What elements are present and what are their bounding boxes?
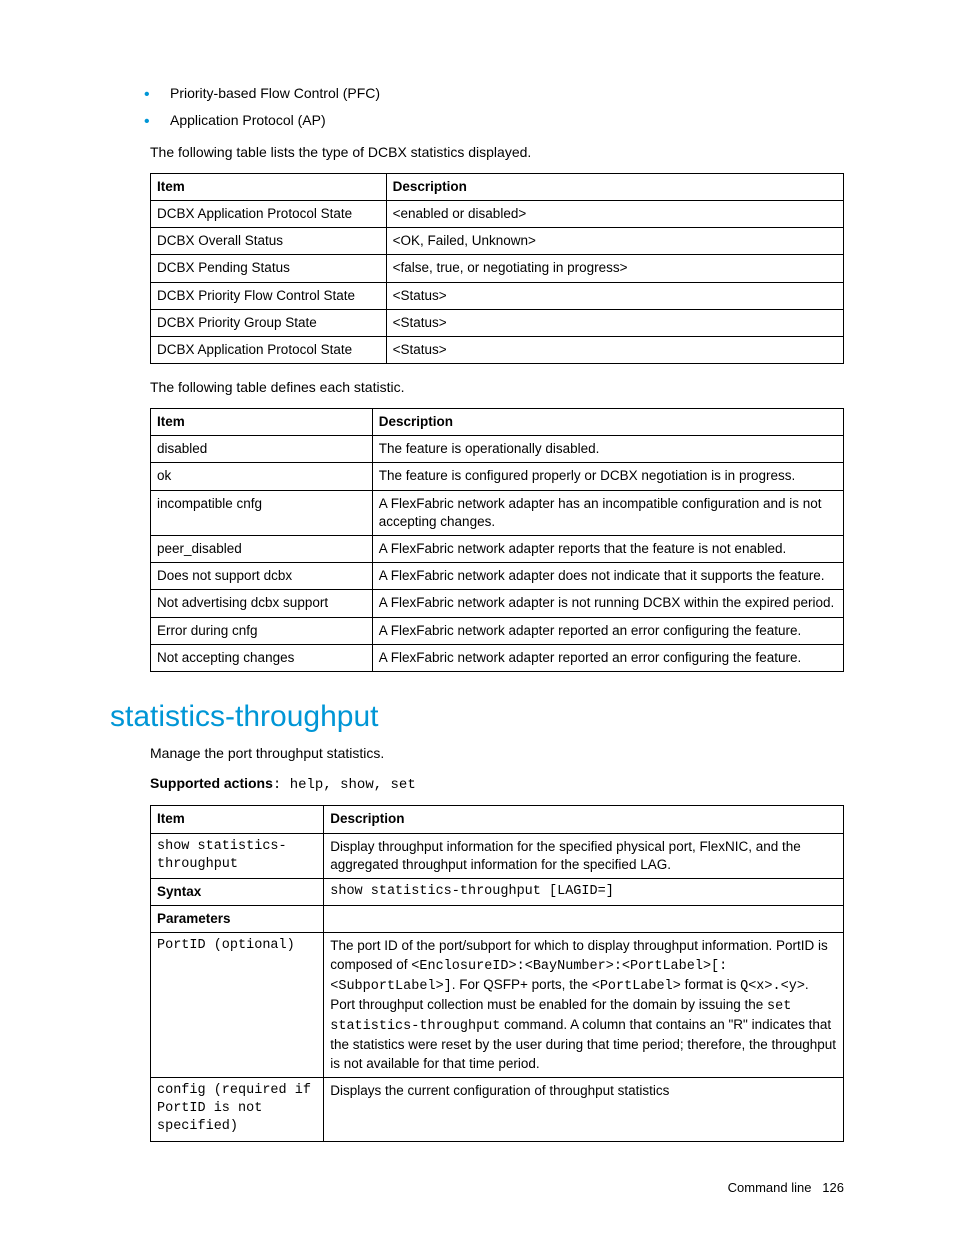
table-cell: DCBX Application Protocol State (151, 337, 387, 364)
table-cell: <enabled or disabled> (386, 201, 843, 228)
table-row: Not accepting changesA FlexFabric networ… (151, 644, 844, 671)
table-row: DCBX Application Protocol State<Status> (151, 337, 844, 364)
table-cell: The feature is configured properly or DC… (372, 463, 843, 490)
table-header: Description (386, 173, 843, 200)
table-header: Item (151, 806, 324, 833)
table-header-row: Item Description (151, 173, 844, 200)
table-cell: disabled (151, 436, 373, 463)
table-row: disabledThe feature is operationally dis… (151, 436, 844, 463)
page-footer: Command line 126 (728, 1180, 844, 1195)
table-cell: PortID (optional) (151, 933, 324, 1078)
table-cell: DCBX Priority Group State (151, 309, 387, 336)
table-row: Does not support dcbxA FlexFabric networ… (151, 563, 844, 590)
table-cell: Error during cnfg (151, 617, 373, 644)
table-cell: Displays the current configuration of th… (324, 1077, 844, 1141)
table-row: DCBX Priority Flow Control State<Status> (151, 282, 844, 309)
paragraph: The following table defines each statist… (150, 378, 844, 398)
table-row: config (required if PortID is not specif… (151, 1077, 844, 1141)
table-cell: peer_disabled (151, 536, 373, 563)
dcbx-statistics-table: Item Description DCBX Application Protoc… (150, 173, 844, 365)
table-row: Parameters (151, 906, 844, 933)
table-header: Description (324, 806, 844, 833)
table-cell: show statistics-throughput [LAGID=] (324, 878, 844, 905)
table-row: Not advertising dcbx supportA FlexFabric… (151, 590, 844, 617)
table-cell (324, 906, 844, 933)
bullet-list: Priority-based Flow Control (PFC) Applic… (110, 80, 844, 133)
supported-actions-list: : help, show, set (273, 777, 416, 793)
table-cell: incompatible cnfg (151, 490, 373, 535)
table-cell: <false, true, or negotiating in progress… (386, 255, 843, 282)
table-row: Syntaxshow statistics-throughput [LAGID=… (151, 878, 844, 905)
table-cell: A FlexFabric network adapter has an inco… (372, 490, 843, 535)
statistics-throughput-table: Item Description show statistics-through… (150, 805, 844, 1141)
paragraph: Manage the port throughput statistics. (150, 744, 844, 764)
table-cell: ok (151, 463, 373, 490)
table-cell: DCBX Application Protocol State (151, 201, 387, 228)
table-header: Item (151, 173, 387, 200)
table-row: Error during cnfgA FlexFabric network ad… (151, 617, 844, 644)
statistic-definitions-table: Item Description disabledThe feature is … (150, 408, 844, 672)
table-cell: DCBX Pending Status (151, 255, 387, 282)
table-cell: Parameters (151, 906, 324, 933)
supported-actions: Supported actions: help, show, set (150, 774, 844, 796)
table-row: peer_disabledA FlexFabric network adapte… (151, 536, 844, 563)
table-cell: The port ID of the port/subport for whic… (324, 933, 844, 1078)
table-cell: Does not support dcbx (151, 563, 373, 590)
table-row: DCBX Pending Status<false, true, or nego… (151, 255, 844, 282)
table-cell: DCBX Overall Status (151, 228, 387, 255)
table-row: DCBX Priority Group State<Status> (151, 309, 844, 336)
table-cell: A FlexFabric network adapter reported an… (372, 617, 843, 644)
table-cell: <Status> (386, 337, 843, 364)
table-cell: config (required if PortID is not specif… (151, 1077, 324, 1141)
table-cell: show statistics-throughput (151, 833, 324, 878)
table-row: DCBX Overall Status<OK, Failed, Unknown> (151, 228, 844, 255)
table-cell: A FlexFabric network adapter reported an… (372, 644, 843, 671)
table-row: incompatible cnfgA FlexFabric network ad… (151, 490, 844, 535)
table-cell: The feature is operationally disabled. (372, 436, 843, 463)
supported-actions-label: Supported actions (150, 775, 273, 791)
table-header: Description (372, 408, 843, 435)
footer-page-number: 126 (822, 1180, 844, 1195)
table-cell: <Status> (386, 309, 843, 336)
paragraph: The following table lists the type of DC… (150, 143, 844, 163)
bullet-item: Application Protocol (AP) (170, 107, 844, 134)
table-cell: A FlexFabric network adapter does not in… (372, 563, 843, 590)
table-cell: Not advertising dcbx support (151, 590, 373, 617)
table-cell: A FlexFabric network adapter is not runn… (372, 590, 843, 617)
table-row: show statistics-throughputDisplay throug… (151, 833, 844, 878)
table-row: okThe feature is configured properly or … (151, 463, 844, 490)
table-cell: <OK, Failed, Unknown> (386, 228, 843, 255)
table-cell: DCBX Priority Flow Control State (151, 282, 387, 309)
table-row: DCBX Application Protocol State<enabled … (151, 201, 844, 228)
table-cell: Display throughput information for the s… (324, 833, 844, 878)
table-header: Item (151, 408, 373, 435)
table-cell: Not accepting changes (151, 644, 373, 671)
footer-label: Command line (728, 1180, 812, 1195)
table-cell: A FlexFabric network adapter reports tha… (372, 536, 843, 563)
table-header-row: Item Description (151, 806, 844, 833)
table-cell: Syntax (151, 878, 324, 905)
table-cell: <Status> (386, 282, 843, 309)
table-row: PortID (optional)The port ID of the port… (151, 933, 844, 1078)
section-heading: statistics-throughput (110, 700, 844, 734)
table-header-row: Item Description (151, 408, 844, 435)
bullet-item: Priority-based Flow Control (PFC) (170, 80, 844, 107)
